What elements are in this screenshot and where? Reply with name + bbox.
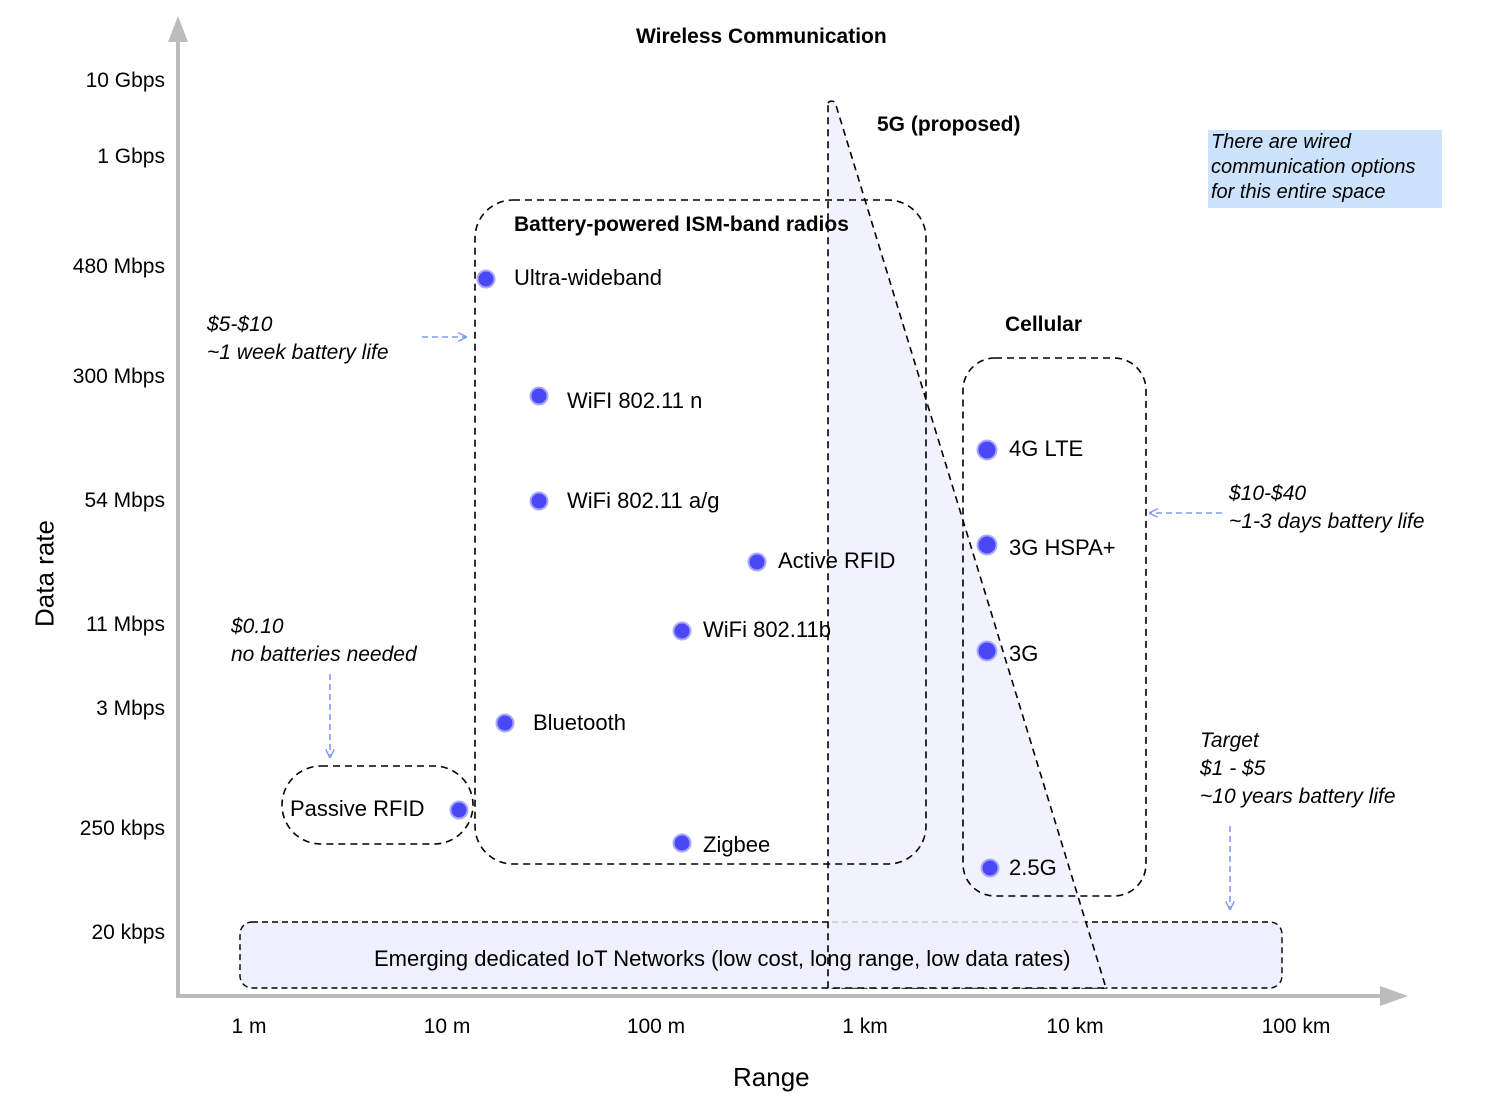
target-cost-line: $1 - $5 — [1200, 757, 1266, 780]
ism-cost-line: $5-$10 — [207, 313, 273, 336]
wired-line: for this entire space — [1211, 181, 1386, 203]
label-zigbee: Zigbee — [703, 832, 771, 857]
cell-cost-line: $10-$40 — [1229, 482, 1307, 505]
label-passive-rfid: Passive RFID — [290, 796, 425, 821]
diagram-title: Wireless Communication — [636, 25, 887, 48]
y-tick-label: 54 Mbps — [84, 489, 165, 512]
point-3g-hspa — [976, 534, 998, 556]
x-tick-label: 1 km — [842, 1015, 888, 1038]
label-wifi-b: WiFi 802.11b — [703, 617, 831, 642]
y-tick-label: 20 kbps — [91, 921, 165, 944]
y-tick-label: 10 Gbps — [85, 69, 165, 92]
target-title-line: Target — [1200, 729, 1259, 752]
point-3g — [976, 640, 998, 662]
fiveg-group-label: 5G (proposed) — [877, 113, 1021, 136]
point-2-5g — [980, 858, 1000, 878]
ism-group-label: Battery-powered ISM-band radios — [514, 213, 849, 236]
x-tick-label: 10 m — [423, 1015, 471, 1038]
x-tick-label: 10 km — [1046, 1015, 1104, 1038]
target-note: Target $1 - $5 ~10 years battery life — [1200, 727, 1396, 811]
wired-line: There are wired — [1211, 131, 1352, 153]
target-battery-line: ~10 years battery life — [1200, 785, 1396, 808]
point-zigbee — [672, 833, 692, 853]
label-4g-lte: 4G LTE — [1009, 436, 1084, 461]
label-2-5g: 2.5G — [1009, 855, 1057, 880]
iot-networks-label: Emerging dedicated IoT Networks (low cos… — [374, 946, 1071, 971]
x-tick-label: 1 m — [231, 1015, 267, 1038]
point-active-rfid — [747, 552, 767, 572]
y-tick-label: 300 Mbps — [72, 365, 165, 388]
label-ultra-wideband: Ultra-wideband — [514, 265, 662, 290]
label-wifi-ag: WiFi 802.11 a/g — [567, 488, 720, 513]
point-wifi-b — [672, 621, 692, 641]
label-3g: 3G — [1009, 641, 1039, 666]
axes — [168, 16, 1408, 1006]
label-active-rfid: Active RFID — [778, 548, 896, 573]
y-tick-label: 250 kbps — [79, 817, 165, 840]
point-wifi-ag — [529, 491, 549, 511]
y-tick-label: 480 Mbps — [72, 255, 165, 278]
y-axis-arrowhead — [168, 16, 188, 42]
cell-cost-note: $10-$40 ~1-3 days battery life — [1229, 480, 1425, 536]
point-wifi-n — [529, 386, 549, 406]
points — [449, 269, 1000, 878]
point-4g-lte — [976, 439, 998, 461]
wired-line: communication options — [1211, 156, 1416, 178]
wired-options-note: There are wired communication options fo… — [1208, 130, 1442, 208]
label-bluetooth: Bluetooth — [533, 710, 626, 735]
y-tick-label: 3 Mbps — [96, 697, 165, 720]
ism-cost-note: $5-$10 ~1 week battery life — [207, 311, 389, 367]
point-passive-rfid — [449, 800, 469, 820]
passive-cost-line: $0.10 — [231, 615, 284, 638]
x-axis-arrowhead — [1380, 986, 1408, 1006]
passive-cost-note: $0.10 no batteries needed — [231, 613, 417, 669]
ism-battery-line: ~1 week battery life — [207, 341, 389, 364]
fiveg-region — [827, 100, 1108, 989]
point-ultra-wideband — [476, 269, 496, 289]
y-tick-label: 1 Gbps — [97, 145, 165, 168]
label-wifi-n: WiFI 802.11 n — [567, 388, 703, 413]
passive-rfid-region — [281, 765, 474, 845]
cellular-group-label: Cellular — [1005, 313, 1083, 336]
y-axis-title: Data rate — [29, 520, 60, 627]
x-tick-label: 100 km — [1261, 1015, 1331, 1038]
passive-battery-line: no batteries needed — [231, 643, 417, 666]
point-bluetooth — [495, 713, 515, 733]
cell-battery-line: ~1-3 days battery life — [1229, 510, 1425, 533]
x-tick-label: 100 m — [626, 1015, 686, 1038]
y-tick-label: 11 Mbps — [86, 613, 165, 636]
x-axis-title: Range — [733, 1062, 810, 1092]
label-3g-hspa: 3G HSPA+ — [1009, 535, 1116, 560]
